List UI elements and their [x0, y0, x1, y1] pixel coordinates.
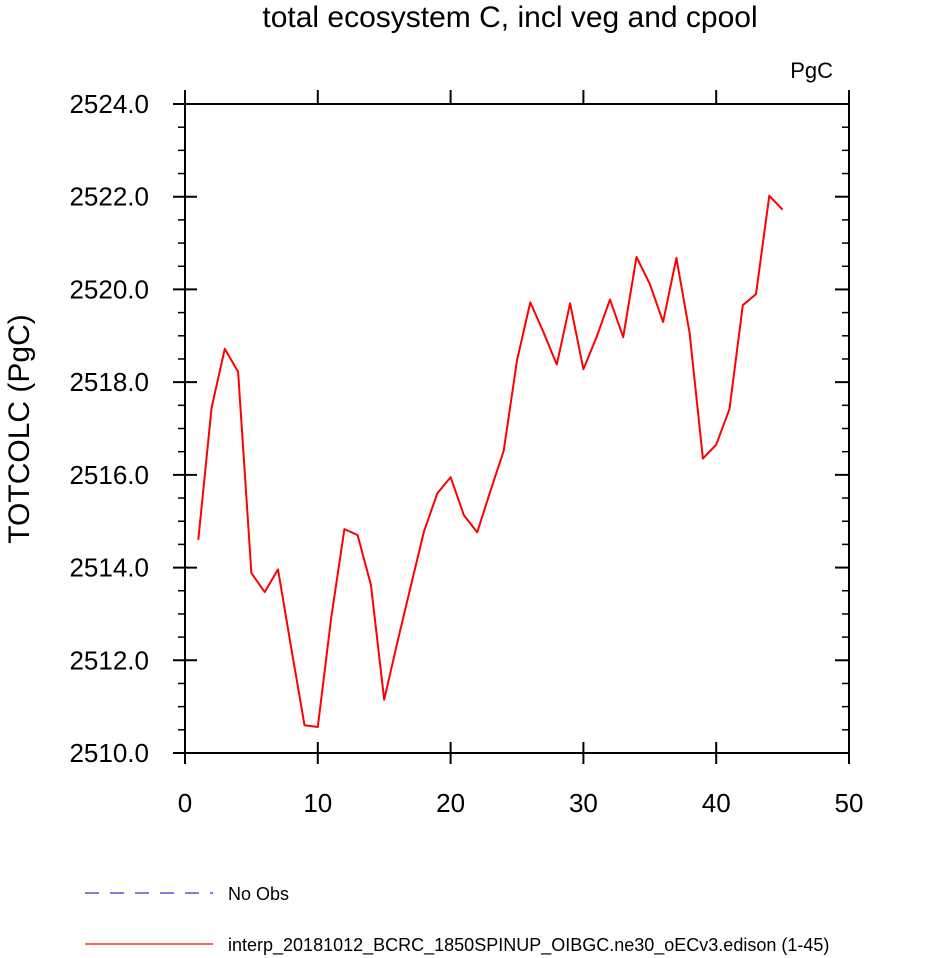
chart-title: total ecosystem C, incl veg and cpool: [262, 1, 757, 34]
x-tick-labels: 0 10 20 30 40 50: [178, 788, 864, 818]
y-axis-label: TOTCOLC (PgC): [3, 314, 36, 543]
x-tick-label: 50: [835, 788, 864, 818]
series-line: [197, 194, 784, 728]
legend-no-obs-label: No Obs: [228, 884, 289, 904]
y-tick-label: 2510.0: [69, 738, 149, 768]
x-tick-label: 0: [178, 788, 192, 818]
y-tick-label: 2516.0: [69, 460, 149, 490]
x-tick-label: 30: [569, 788, 598, 818]
y-tick-label: 2514.0: [69, 553, 149, 583]
y-tick-label: 2520.0: [69, 274, 149, 304]
legend-model-label: interp_20181012_BCRC_1850SPINUP_OIBGC.ne…: [228, 935, 829, 956]
y-tick-label: 2522.0: [69, 182, 149, 212]
units-label: PgC: [790, 58, 833, 83]
axis-ticks: [173, 90, 850, 764]
y-tick-label: 2524.0: [69, 89, 149, 119]
series-layer: [197, 194, 784, 728]
y-tick-label: 2518.0: [69, 367, 149, 397]
y-tick-label: 2512.0: [69, 645, 149, 675]
x-tick-label: 40: [702, 788, 731, 818]
plot-frame: [184, 103, 850, 754]
x-tick-label: 10: [303, 788, 332, 818]
x-tick-label: 20: [436, 788, 465, 818]
y-tick-labels: 2510.0 2512.0 2514.0 2516.0 2518.0 2520.0 2522…: [69, 89, 149, 768]
